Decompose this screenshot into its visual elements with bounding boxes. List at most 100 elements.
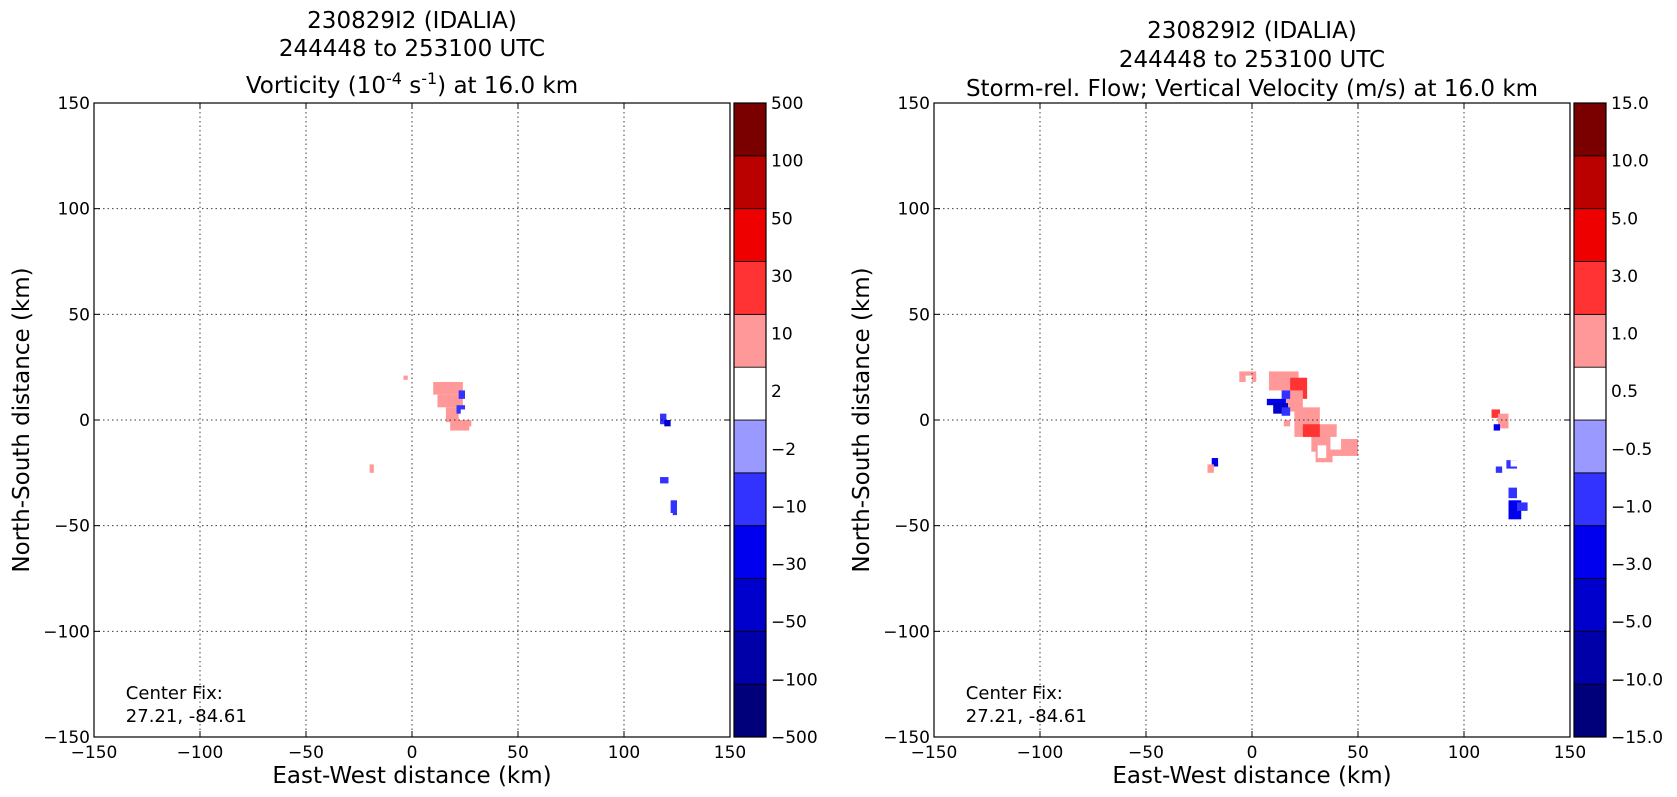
x-tick-label: 100 xyxy=(1448,743,1480,763)
data-cell xyxy=(1330,436,1342,450)
data-cells xyxy=(1203,371,1528,520)
y-tick-label: 100 xyxy=(898,200,930,220)
data-cell xyxy=(1266,398,1286,406)
colorbar-swatch xyxy=(733,525,767,579)
title-text: Vorticity (10 xyxy=(246,73,386,99)
colorbar-swatch xyxy=(1573,630,1607,685)
chart-title-line: 244448 to 253100 UTC xyxy=(279,36,545,62)
data-cell xyxy=(437,394,463,408)
y-tick-label: 50 xyxy=(908,305,930,325)
colorbar-swatch xyxy=(1573,525,1607,579)
colorbar-tick-label: −5.0 xyxy=(1611,613,1652,633)
colorbar-tick-label: −500 xyxy=(771,728,818,748)
x-tick-label: −50 xyxy=(1128,743,1164,763)
y-axis-label: North-South distance (km) xyxy=(849,267,875,572)
colorbar-swatch xyxy=(733,208,767,262)
data-cell xyxy=(1508,487,1517,499)
colorbar-tick-label: 5.0 xyxy=(1611,209,1638,229)
x-tick-label: −150 xyxy=(71,743,118,763)
colorbar-swatch xyxy=(1573,208,1607,262)
data-cell xyxy=(1245,375,1252,382)
colorbar: −15.0 −10.0 −5.0 −3.0 −1.0 −0.5 0.5 1.0 3.0 5.0 10… xyxy=(1573,94,1663,748)
y-tick-label: −150 xyxy=(883,728,930,748)
y-tick-label: 150 xyxy=(898,94,930,114)
colorbar-tick-label: −10 xyxy=(771,497,807,517)
colorbar-swatch xyxy=(1573,366,1607,421)
colorbar-swatch xyxy=(1573,419,1607,474)
y-tick-label: 50 xyxy=(68,305,90,325)
center-fix-annotation: Center Fix: xyxy=(966,683,1063,704)
colorbar-swatch xyxy=(1573,261,1607,315)
chart-title-line: 230829I2 (IDALIA) xyxy=(1147,18,1357,44)
colorbar-swatch xyxy=(733,366,767,421)
colorbar-tick-label: −1.0 xyxy=(1611,497,1652,517)
y-tick-label: 150 xyxy=(58,94,90,114)
colorbar-tick-label: −10.0 xyxy=(1611,670,1663,690)
data-cell xyxy=(450,420,470,431)
data-cell xyxy=(670,500,677,516)
x-tick-label: −100 xyxy=(177,743,224,763)
x-axis-label: East-West distance (km) xyxy=(1112,763,1391,789)
colorbar-swatch xyxy=(733,472,767,527)
colorbar-tick-label: −30 xyxy=(771,555,807,575)
plot-area xyxy=(934,103,1570,737)
colorbar-tick-label: 3.0 xyxy=(1611,267,1638,287)
colorbar-swatch xyxy=(733,419,767,474)
colorbar-swatch xyxy=(733,313,767,368)
y-tick-label: 100 xyxy=(58,200,90,220)
data-cell xyxy=(460,409,468,418)
data-cell xyxy=(1510,460,1520,467)
data-cell xyxy=(660,413,667,425)
data-cell xyxy=(1281,390,1291,399)
colorbar-swatch xyxy=(733,630,767,685)
colorbar-swatch xyxy=(1573,472,1607,527)
panel-2: 230829I2 (IDALIA) 244448 to 253100 UTC Sto… xyxy=(849,18,1663,789)
data-cell xyxy=(1495,483,1503,490)
y-tick-label: −100 xyxy=(883,622,930,642)
plot-area xyxy=(94,103,730,737)
colorbar-tick-label: 15.0 xyxy=(1611,94,1649,114)
x-tick-label: 150 xyxy=(714,743,746,763)
x-axis-label: East-West distance (km) xyxy=(272,763,551,789)
title-superscript: -4 xyxy=(386,69,402,88)
colorbar-tick-label: 500 xyxy=(771,94,803,114)
data-cell xyxy=(668,464,680,490)
data-cell xyxy=(1281,407,1291,416)
colorbar-swatch xyxy=(1573,155,1607,210)
data-cell xyxy=(490,428,506,442)
x-tick-label: 0 xyxy=(1247,743,1258,763)
x-tick-label: −150 xyxy=(911,743,958,763)
y-tick-label: −50 xyxy=(54,517,90,537)
colorbar-swatch xyxy=(1573,683,1607,738)
data-cell xyxy=(1517,502,1528,511)
chart-title-line: 244448 to 253100 UTC xyxy=(1119,47,1385,73)
colorbar-tick-label: −100 xyxy=(771,670,818,690)
title-text: ) at 16.0 km xyxy=(437,73,578,99)
data-cell xyxy=(1497,413,1509,429)
data-cell xyxy=(660,477,669,484)
colorbar-frame xyxy=(733,102,767,738)
colorbar-swatch xyxy=(733,683,767,738)
colorbar-swatch xyxy=(733,261,767,315)
colorbar-swatch xyxy=(733,578,767,632)
colorbar-tick-label: 50 xyxy=(771,209,793,229)
data-cell xyxy=(484,445,493,461)
data-cell xyxy=(1283,420,1291,427)
chart-title-variable: Vorticity (10-4 s-1) at 16.0 km xyxy=(246,69,578,99)
y-axis-label: North-South distance (km) xyxy=(9,267,35,572)
colorbar-swatch xyxy=(1573,102,1607,157)
colorbar-tick-label: 0.5 xyxy=(1611,382,1638,402)
data-cell xyxy=(1336,428,1346,440)
colorbar-tick-label: −0.5 xyxy=(1611,440,1652,460)
data-cell xyxy=(462,420,472,427)
colorbar-tick-label: 10 xyxy=(771,325,793,345)
data-cell xyxy=(1211,458,1219,467)
data-cells xyxy=(369,375,680,524)
x-tick-label: 100 xyxy=(608,743,640,763)
colorbar: −500 −100 −50 −30 −10 −2 2 10 30 50 100 500 xyxy=(733,94,818,748)
data-cell xyxy=(1317,445,1327,459)
x-tick-label: 0 xyxy=(407,743,418,763)
colorbar-tick-label: 2 xyxy=(771,382,782,402)
panel-1: 230829I2 (IDALIA)244448 to 253100 UTC Vor… xyxy=(9,8,818,789)
